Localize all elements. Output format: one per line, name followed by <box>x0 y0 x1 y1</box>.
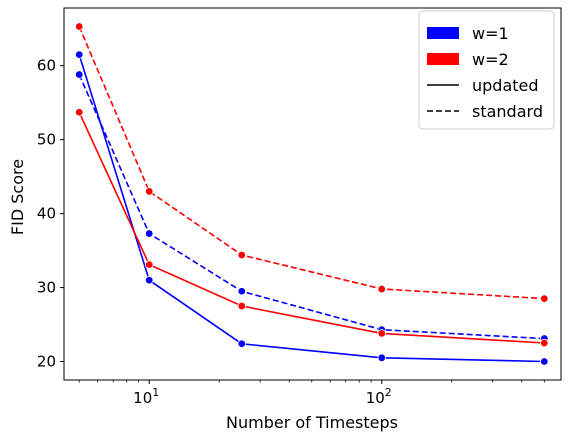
legend-swatch-1 <box>427 53 459 65</box>
series-point-3-4 <box>540 294 549 303</box>
x-tick-label-100: 102 <box>366 386 392 407</box>
series-point-2-2 <box>237 301 246 311</box>
series-point-3-3 <box>377 284 386 294</box>
series-point-1-2 <box>237 287 246 296</box>
y-tick-label-50: 50 <box>37 131 56 149</box>
legend: w=1 w=2 updated standard <box>418 10 555 130</box>
series-point-1-1 <box>145 229 154 238</box>
legend-label-2: updated <box>472 76 539 95</box>
series-point-2-1 <box>145 260 154 269</box>
plot-frame <box>63 7 562 381</box>
series-point-3-1 <box>145 187 154 196</box>
series-point-0-0 <box>75 50 84 59</box>
legend-label-0: w=1 <box>472 24 509 43</box>
series-point-3-0 <box>75 22 84 31</box>
x-axis-label: Number of Timesteps <box>226 413 398 432</box>
series-point-2-3 <box>377 329 386 338</box>
legend-label-3: standard <box>472 102 543 121</box>
y-tick-label-60: 60 <box>37 57 56 75</box>
legend-label-1: w=2 <box>472 50 509 69</box>
series-point-0-4 <box>540 357 549 366</box>
series-point-0-3 <box>377 353 386 363</box>
legend-box <box>418 10 555 130</box>
legend-swatch-0 <box>427 27 459 39</box>
y-tick-label-30: 30 <box>37 279 56 297</box>
series-point-1-0 <box>75 70 84 79</box>
series-line-2 <box>78 111 545 344</box>
plot-area <box>75 22 549 366</box>
x-tick-label-10: 101 <box>133 386 159 407</box>
series-point-3-2 <box>237 250 246 260</box>
y-axis-label: FID Score <box>8 159 27 235</box>
y-tick-label-20: 20 <box>37 353 56 371</box>
series-point-2-4 <box>540 338 549 348</box>
series-point-0-1 <box>145 275 154 285</box>
y-tick-label-40: 40 <box>37 205 56 223</box>
series-point-0-2 <box>237 339 246 348</box>
series-point-2-0 <box>75 108 84 117</box>
